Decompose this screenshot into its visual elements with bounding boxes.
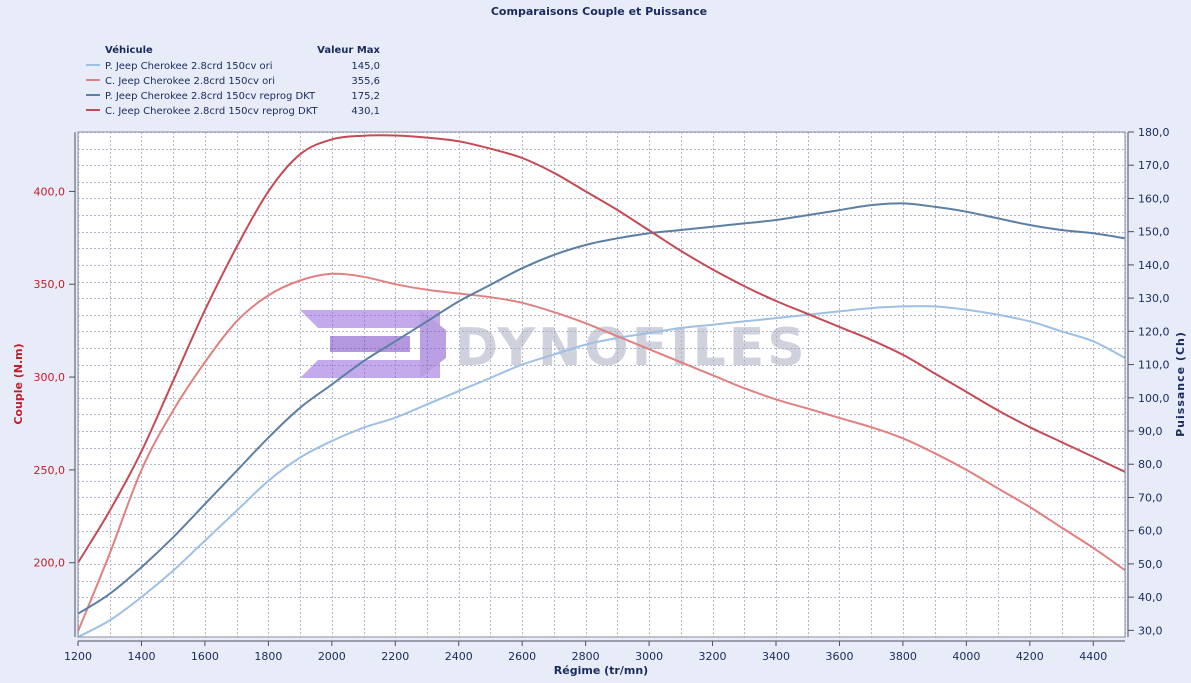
x-tick-label: 2400 — [445, 650, 473, 663]
dynofiles-logo-icon — [300, 310, 446, 378]
x-tick-label: 2800 — [572, 650, 600, 663]
series-line-1 — [77, 305, 1126, 638]
x-tick-label: 2200 — [381, 650, 409, 663]
legend: Véhicule Valeur Max P. Jeep Cherokee 2.8… — [86, 44, 381, 117]
plot-frame — [77, 131, 1126, 638]
series-line-2 — [77, 272, 1126, 632]
y-right-tick-label: 140,0 — [1138, 259, 1170, 272]
plot-area — [78, 132, 1125, 637]
y-right-tick-label: 120,0 — [1138, 325, 1170, 338]
x-tick-label: 3200 — [699, 650, 727, 663]
legend-series-name: C. Jeep Cherokee 2.8crd 150cv ori — [105, 76, 275, 87]
chart-title: Comparaisons Couple et Puissance — [491, 5, 707, 18]
legend-series-name: C. Jeep Cherokee 2.8crd 150cv reprog DKT — [105, 106, 318, 117]
x-tick-label: 4000 — [952, 650, 980, 663]
y-right-tick-label: 70,0 — [1138, 491, 1163, 504]
series-line-3 — [77, 202, 1126, 615]
series-line-4 — [77, 134, 1126, 564]
x-tick-label: 1600 — [191, 650, 219, 663]
y-right-tick-label: 90,0 — [1138, 425, 1163, 438]
x-tick-label: 1800 — [254, 650, 282, 663]
y-left-tick-label: 300,0 — [34, 371, 66, 384]
y-left-tick-label: 200,0 — [34, 557, 66, 570]
y-left-tick-label: 350,0 — [34, 278, 66, 291]
x-tick-label: 3600 — [825, 650, 853, 663]
y-right-tick-label: 80,0 — [1138, 458, 1163, 471]
y-axis-right-label: Puissance (Ch) — [1174, 331, 1187, 437]
x-tick-label: 2600 — [508, 650, 536, 663]
x-axis-label: Régime (tr/mn) — [554, 664, 648, 677]
legend-header-vehicle: Véhicule — [105, 44, 153, 56]
y-right-tick-label: 110,0 — [1138, 359, 1170, 372]
x-tick-label: 1200 — [64, 650, 92, 663]
y-right-tick-label: 130,0 — [1138, 292, 1170, 305]
watermark: DYNOFILES — [300, 310, 808, 378]
y-right-tick-label: 50,0 — [1138, 558, 1163, 571]
y-right-tick-label: 180,0 — [1138, 126, 1170, 139]
x-tick-label: 3000 — [635, 650, 663, 663]
y-right-tick-label: 170,0 — [1138, 159, 1170, 172]
y-axis-left-label: Couple (N.m) — [12, 343, 25, 424]
y-right-tick-label: 150,0 — [1138, 226, 1170, 239]
legend-series-max: 145,0 — [351, 61, 380, 72]
watermark-text: DYNOFILES — [455, 318, 808, 378]
x-tick-label: 3400 — [762, 650, 790, 663]
legend-series-max: 175,2 — [351, 91, 380, 102]
y-left-tick-label: 250,0 — [34, 464, 66, 477]
y-left-tick-label: 400,0 — [34, 185, 66, 198]
legend-header-max: Valeur Max — [317, 45, 380, 56]
legend-series-max: 430,1 — [351, 106, 380, 117]
legend-series-max: 355,6 — [351, 76, 380, 87]
legend-series-name: P. Jeep Cherokee 2.8crd 150cv reprog DKT — [105, 91, 316, 102]
y-right-tick-label: 160,0 — [1138, 192, 1170, 205]
y-right-tick-label: 40,0 — [1138, 591, 1163, 604]
legend-series-name: P. Jeep Cherokee 2.8crd 150cv ori — [105, 61, 273, 72]
x-tick-label: 1400 — [127, 650, 155, 663]
y-right-tick-label: 60,0 — [1138, 525, 1163, 538]
x-tick-label: 4400 — [1079, 650, 1107, 663]
y-right-tick-label: 30,0 — [1138, 624, 1163, 637]
x-tick-label: 3800 — [889, 650, 917, 663]
x-tick-label: 2000 — [318, 650, 346, 663]
y-right-tick-label: 100,0 — [1138, 392, 1170, 405]
x-tick-label: 4200 — [1016, 650, 1044, 663]
